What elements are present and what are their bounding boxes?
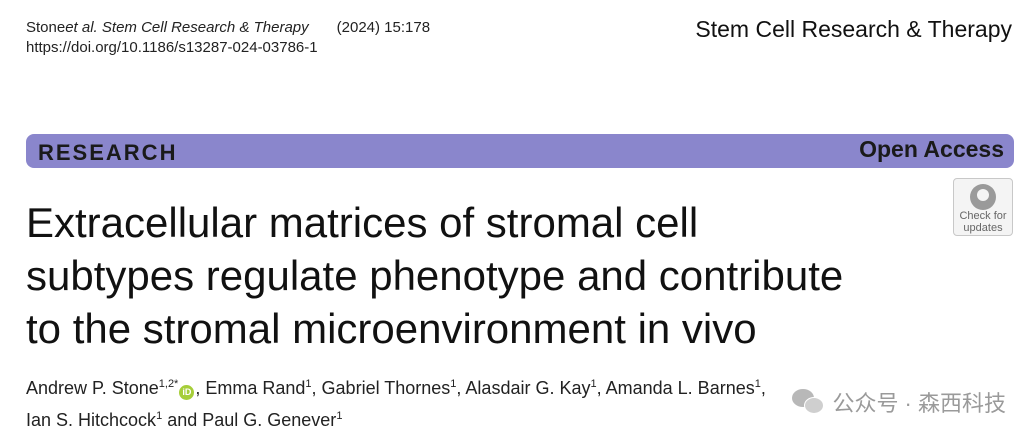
journal-name: Stem Cell Research & Therapy (695, 16, 1012, 42)
author-name[interactable]: Emma Rand (205, 378, 306, 398)
article-title: Extracellular matrices of stromal cell s… (26, 196, 956, 355)
citation-line: Stone et al. Stem Cell Research & Therap… (26, 18, 430, 38)
author-name[interactable]: Alasdair G. Kay (465, 378, 591, 398)
citation-authors: Stone (26, 19, 66, 36)
author-affiliation: 1 (336, 410, 343, 422)
author-affiliation: 1 (450, 378, 457, 390)
author-affiliation: 1 (754, 378, 761, 390)
author-affiliation: 1,2* (158, 378, 179, 390)
article-type-label: RESEARCH (38, 140, 178, 165)
author-affiliation: 1 (305, 378, 312, 390)
title-line-2: subtypes regulate phenotype and contribu… (26, 252, 844, 299)
watermark-text: 公众号 · 森西科技 (832, 391, 1006, 416)
citation-block: Stone et al. Stem Cell Research & Therap… (26, 18, 430, 58)
title-line-1: Extracellular matrices of stromal cell (26, 199, 699, 246)
wechat-icon (792, 389, 825, 415)
author-name[interactable]: Andrew P. Stone (26, 378, 159, 398)
author-affiliation: 1 (590, 378, 597, 390)
author-name[interactable]: Gabriel Thornes (321, 378, 451, 398)
watermark: 公众号 · 森西科技 (792, 386, 1006, 418)
author-name[interactable]: Paul G. Genever (202, 410, 337, 430)
check-for-updates-button[interactable]: Check for updates (953, 178, 1013, 236)
check-for-updates-line1: Check for (959, 210, 1007, 222)
author-affiliation: 1 (156, 410, 163, 422)
check-for-updates-line2: updates (963, 222, 1003, 234)
author-list: Andrew P. Stone1,2*iD, Emma Rand1, Gabri… (26, 378, 766, 430)
author-name[interactable]: Amanda L. Barnes (605, 378, 755, 398)
article-type-banner: RESEARCH Open Access (26, 134, 1014, 168)
doi-link[interactable]: https://doi.org/10.1186/s13287-024-03786… (26, 39, 318, 56)
orcid-icon[interactable]: iD (179, 385, 195, 400)
author-name[interactable]: Ian S. Hitchcock (26, 410, 157, 430)
citation-year-volume: (2024) 15:178 (336, 19, 431, 36)
check-for-updates-icon (970, 184, 996, 210)
citation-etal-journal: et al. Stem Cell Research & Therapy (65, 19, 309, 36)
open-access-label: Open Access (859, 136, 1004, 162)
title-line-3: to the stromal microenvironment in vivo (26, 305, 757, 352)
